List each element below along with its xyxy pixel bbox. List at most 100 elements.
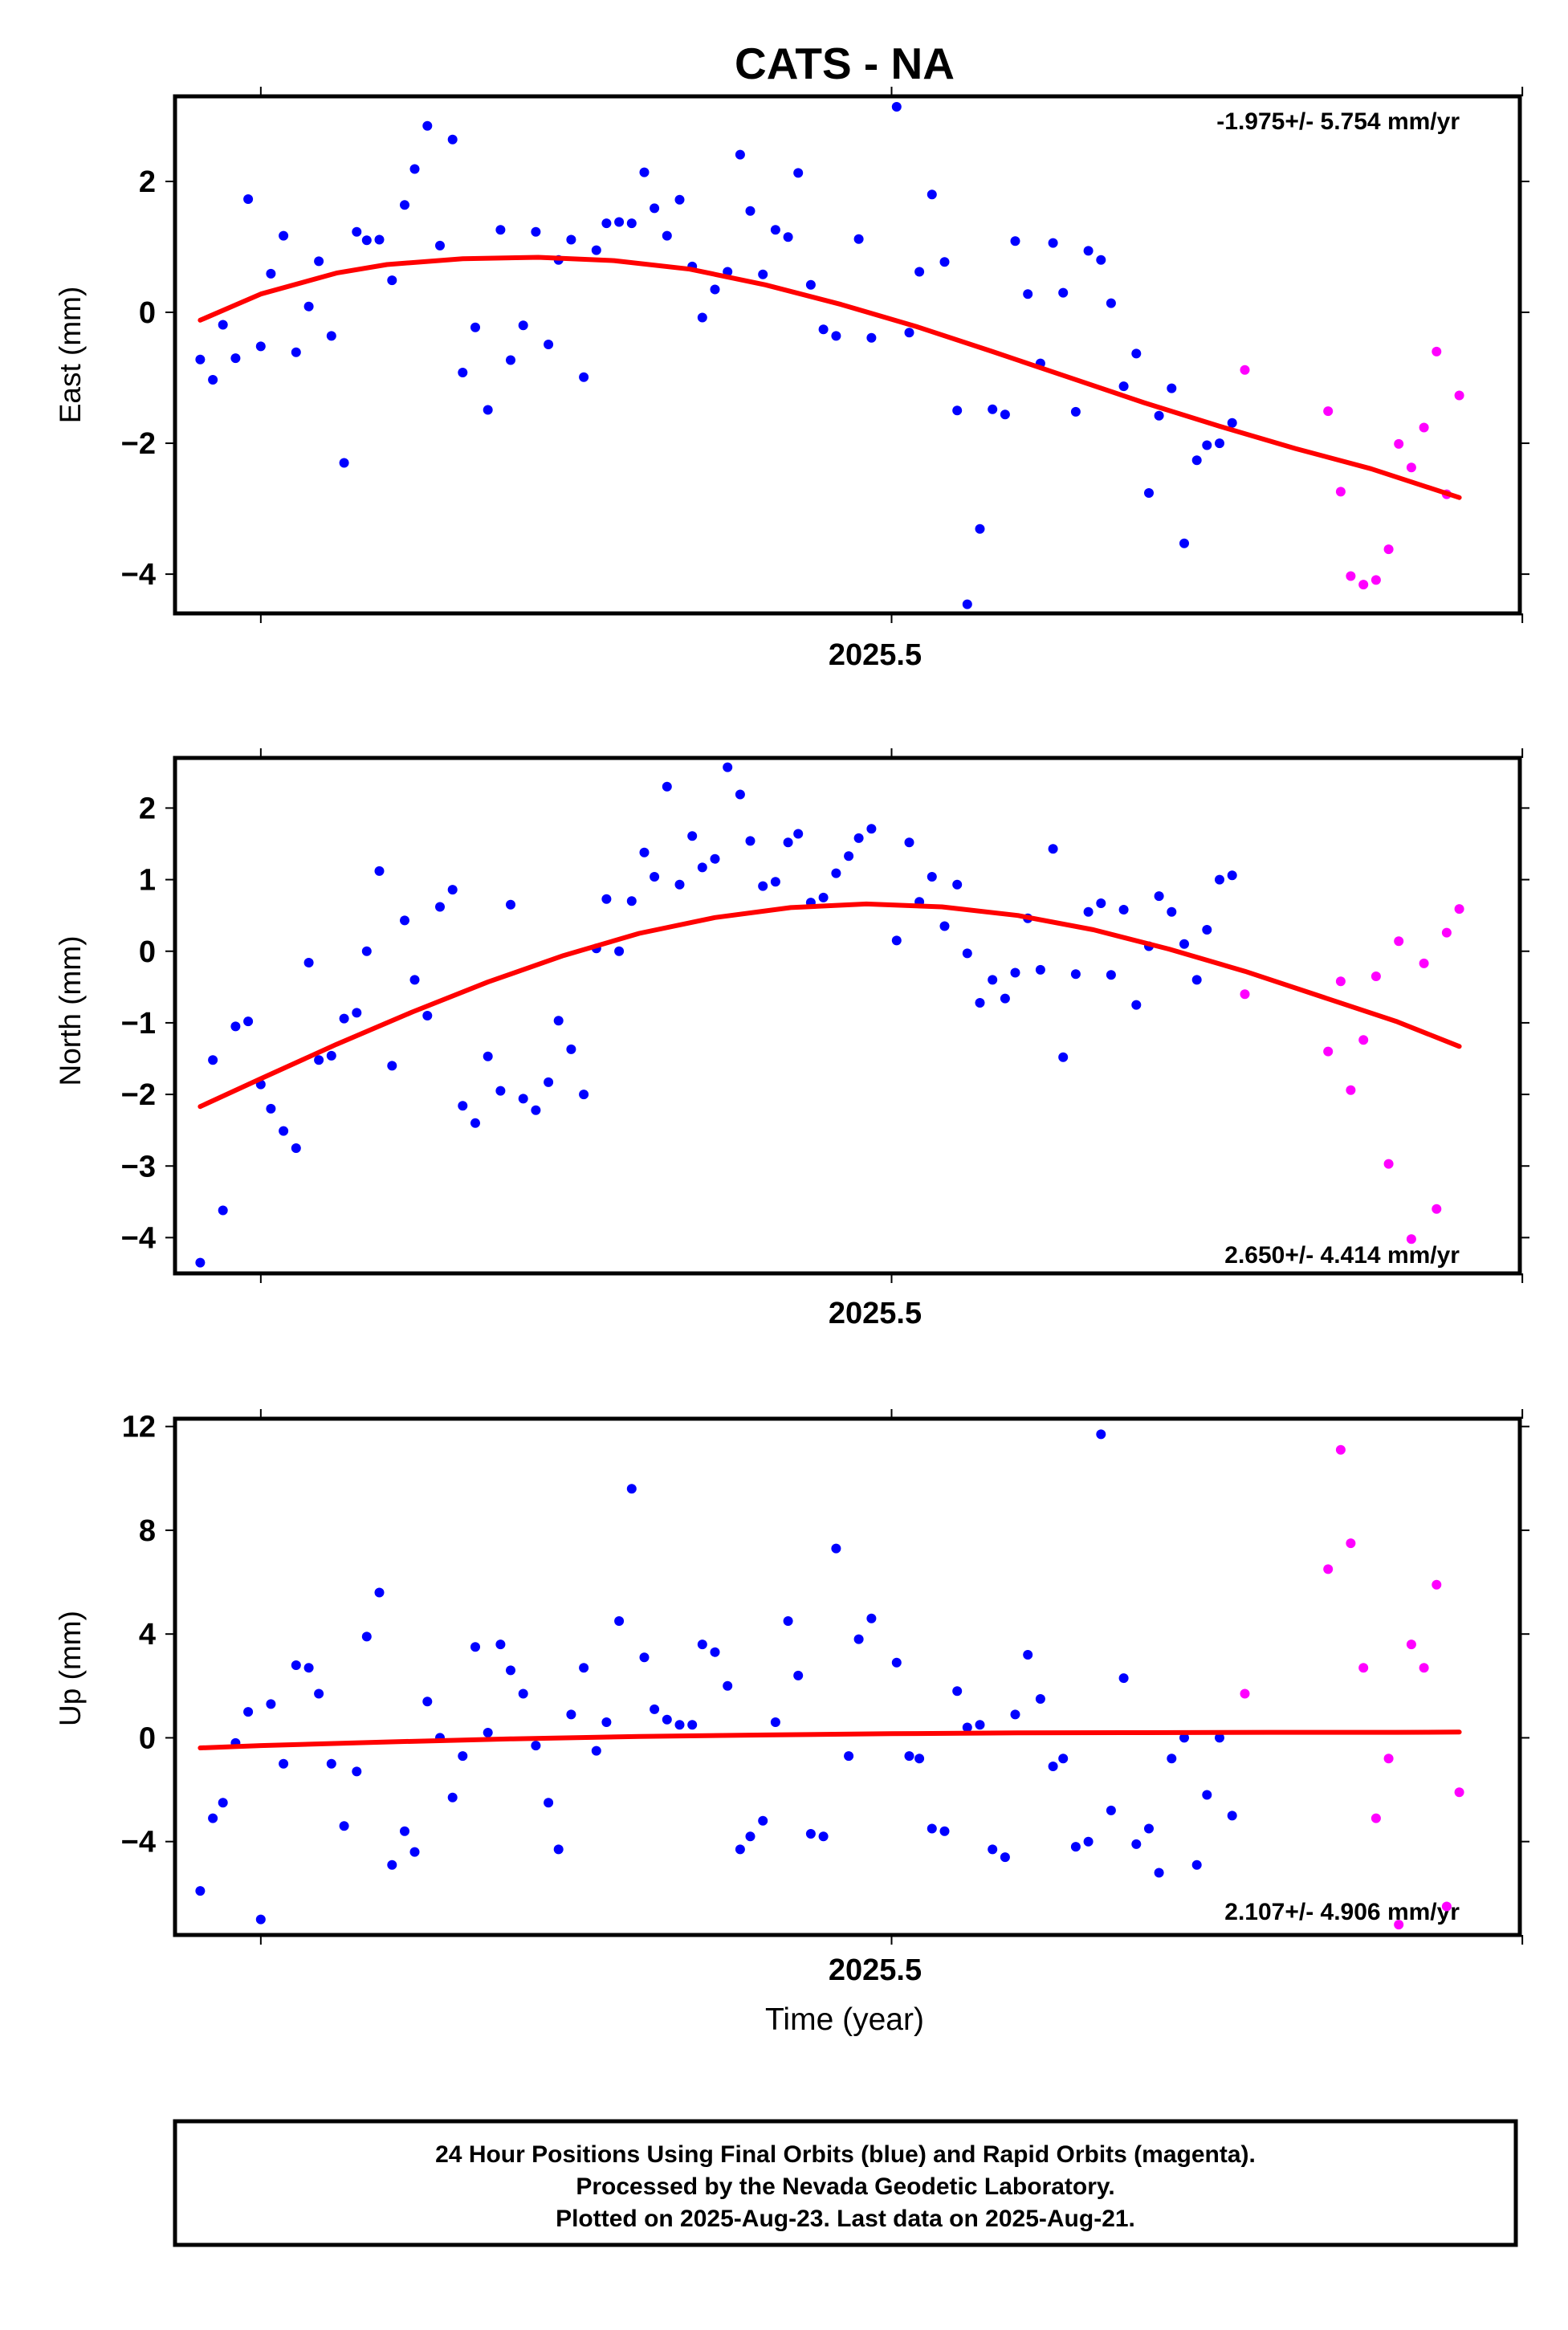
east-final-point-71: [1070, 406, 1081, 417]
north-final-point-58: [904, 837, 914, 848]
east-final-point-43: [710, 284, 720, 295]
north-final-point-63: [962, 948, 972, 959]
up-final-point-30: [553, 1844, 564, 1855]
north-final-point-8: [291, 1143, 301, 1153]
north-final-point-50: [793, 829, 804, 839]
north-final-point-10: [314, 1055, 324, 1065]
north-final-point-11: [326, 1050, 336, 1061]
east-rapid-point-9: [1419, 422, 1429, 433]
east-final-point-69: [1048, 238, 1058, 248]
east-final-point-21: [447, 134, 458, 145]
up-final-point-6: [266, 1699, 276, 1709]
east-final-point-39: [662, 230, 672, 241]
east-y-tick-label-3: −4: [121, 558, 156, 592]
up-final-point-73: [1083, 1836, 1094, 1847]
north-y-tick-label-6: −4: [121, 1221, 156, 1255]
east-final-point-49: [783, 232, 793, 242]
up-final-point-38: [650, 1704, 660, 1714]
up-rapid-point-3: [1346, 1538, 1356, 1549]
north-final-point-83: [1202, 925, 1212, 935]
north-final-point-3: [230, 1021, 241, 1032]
north-final-point-14: [361, 946, 372, 956]
east-final-point-60: [939, 257, 950, 267]
north-final-point-28: [531, 1105, 541, 1115]
north-rapid-point-5: [1370, 972, 1381, 981]
up-y-tick-label-4: −4: [121, 1826, 156, 1860]
north-final-point-82: [1191, 975, 1202, 985]
east-final-point-53: [831, 331, 841, 341]
east-rapid-point-5: [1370, 575, 1381, 585]
up-final-point-37: [639, 1652, 650, 1663]
up-final-point-52: [818, 1831, 829, 1842]
east-final-point-24: [483, 405, 493, 415]
north-final-point-22: [458, 1101, 468, 1111]
chart-title: CATS - NA: [735, 39, 955, 88]
east-final-point-54: [853, 234, 864, 244]
up-final-point-34: [601, 1717, 612, 1727]
up-final-point-23: [470, 1642, 480, 1652]
east-y-tick-label-0: 2: [139, 165, 156, 199]
north-final-point-17: [400, 915, 409, 926]
up-final-point-54: [844, 1751, 854, 1762]
east-final-point-11: [326, 331, 336, 341]
north-final-point-44: [723, 762, 733, 772]
east-final-point-17: [400, 200, 409, 210]
east-rapid-point-0: [1240, 365, 1250, 375]
footer-line-1: 24 Hour Positions Using Final Orbits (bl…: [435, 2141, 1256, 2168]
east-rapid-point-2: [1335, 487, 1346, 497]
north-final-point-46: [745, 836, 755, 846]
up-final-point-70: [1048, 1762, 1058, 1771]
north-rapid-point-9: [1419, 958, 1429, 968]
up-final-point-46: [745, 1831, 755, 1842]
north-rapid-point-4: [1358, 1035, 1369, 1045]
up-rate-label: 2.107+/- 4.906 mm/yr: [1224, 1899, 1460, 1925]
north-rapid-point-0: [1240, 989, 1250, 1000]
north-final-point-13: [352, 1008, 362, 1018]
north-y-tick-label-2: 0: [139, 935, 156, 969]
north-final-point-45: [735, 789, 745, 800]
east-final-point-56: [891, 102, 902, 112]
east-final-point-72: [1083, 246, 1094, 256]
north-final-point-30: [553, 1016, 564, 1026]
up-final-point-40: [674, 1720, 685, 1730]
up-final-point-64: [975, 1720, 985, 1730]
up-final-point-27: [518, 1688, 528, 1699]
north-final-point-41: [687, 831, 698, 841]
up-final-point-82: [1191, 1860, 1202, 1870]
up-rapid-point-0: [1240, 1688, 1250, 1699]
up-y-tick-label-1: 8: [139, 1514, 156, 1548]
east-final-point-81: [1191, 455, 1202, 466]
east-final-point-18: [409, 164, 420, 174]
north-rapid-point-10: [1432, 1204, 1442, 1214]
up-final-point-4: [243, 1707, 254, 1717]
up-final-point-49: [783, 1616, 793, 1626]
east-final-point-55: [866, 332, 877, 343]
north-y-tick-label-3: −1: [121, 1007, 156, 1041]
east-final-point-36: [626, 218, 637, 229]
east-final-point-46: [745, 206, 755, 216]
up-rapid-point-6: [1383, 1754, 1394, 1764]
east-x-tick-label: 2025.5: [829, 638, 922, 672]
north-final-point-39: [662, 781, 672, 792]
east-final-point-1: [208, 375, 218, 385]
north-y-tick-label-5: −3: [121, 1150, 156, 1183]
north-final-point-9: [303, 958, 314, 967]
north-final-point-54: [844, 851, 854, 862]
north-final-point-21: [447, 885, 458, 895]
east-final-point-26: [506, 355, 515, 365]
up-final-point-44: [723, 1680, 733, 1691]
east-final-point-82: [1202, 440, 1212, 450]
north-final-point-15: [374, 866, 385, 876]
north-final-point-24: [483, 1051, 493, 1061]
north-y-tick-label-4: −2: [121, 1078, 156, 1112]
east-final-point-73: [1096, 255, 1106, 265]
east-final-point-74: [1106, 298, 1116, 308]
north-final-point-6: [266, 1103, 276, 1114]
east-final-point-50: [793, 168, 804, 178]
up-y-tick-label-2: 4: [139, 1618, 156, 1652]
up-final-point-29: [544, 1798, 554, 1808]
east-final-point-8: [291, 347, 301, 357]
up-final-point-11: [326, 1758, 336, 1769]
north-y-tick-label-0: 2: [139, 792, 156, 825]
east-final-point-14: [361, 235, 372, 246]
